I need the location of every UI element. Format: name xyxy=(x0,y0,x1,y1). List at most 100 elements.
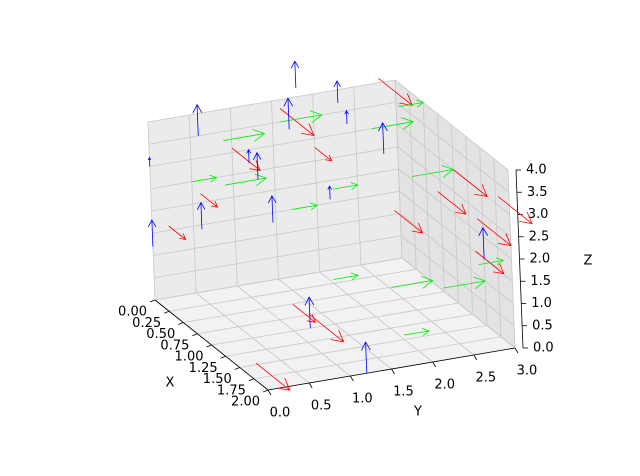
x-tick-label: 0.50 xyxy=(146,327,175,342)
arrow-shape xyxy=(304,296,315,329)
arrow xyxy=(283,97,294,130)
grid-line xyxy=(319,271,433,363)
arrow xyxy=(378,78,413,106)
grid-line xyxy=(152,190,400,234)
axis-line xyxy=(267,347,516,391)
arrow xyxy=(404,328,430,336)
arrow xyxy=(147,219,157,247)
y-tick-label: 3.0 xyxy=(517,364,538,379)
z-tick-label: 4.0 xyxy=(526,163,547,178)
arrow-shape xyxy=(361,341,371,374)
grid-line xyxy=(237,285,351,377)
arrow xyxy=(344,109,349,125)
grid-line xyxy=(397,146,511,238)
arrow xyxy=(225,173,268,187)
grid-line xyxy=(153,213,401,256)
arrow xyxy=(478,226,489,259)
arrow-shape xyxy=(168,225,187,241)
arrow-shape xyxy=(333,80,341,104)
arrow-shape xyxy=(292,202,318,211)
arrow-shape xyxy=(443,276,486,290)
arrow-shape xyxy=(453,169,488,198)
arrow xyxy=(333,272,359,281)
arrow xyxy=(398,99,425,108)
arrow-shape xyxy=(147,219,157,247)
x-tick-label: 0.00 xyxy=(118,305,147,320)
tick-mark xyxy=(391,368,395,375)
tick-mark xyxy=(473,354,478,361)
arrow xyxy=(223,129,266,142)
tick-mark xyxy=(432,361,437,368)
arrow-shape xyxy=(327,185,332,200)
tick-mark xyxy=(308,382,313,389)
x-tick-label: 0.75 xyxy=(160,338,189,353)
arrow-shape xyxy=(283,97,294,130)
arrow-shape xyxy=(378,122,388,155)
arrow xyxy=(191,174,218,183)
arrow xyxy=(476,218,512,247)
y-tick-label: 1.5 xyxy=(393,385,414,400)
x-tick-label: 1.75 xyxy=(217,383,246,398)
arrow xyxy=(371,117,415,130)
x-tick-label: 2.00 xyxy=(231,395,260,410)
z-axis-label: Z xyxy=(584,254,593,269)
arrow xyxy=(168,225,187,241)
grid-line xyxy=(360,264,475,356)
arrow-shape xyxy=(394,210,424,234)
tick-mark xyxy=(267,389,272,396)
tick-mark xyxy=(248,378,255,382)
arrow xyxy=(394,210,424,234)
arrow xyxy=(292,202,318,211)
grid-line xyxy=(278,278,392,370)
arrow xyxy=(147,156,152,167)
axis-line xyxy=(154,299,269,391)
arrow-shape xyxy=(404,328,430,336)
arrow xyxy=(290,60,300,88)
grid-line xyxy=(148,101,396,145)
arrow-shape xyxy=(246,148,251,164)
arrow xyxy=(280,110,323,123)
arrow-shape xyxy=(332,182,359,190)
arrow xyxy=(378,122,388,155)
y-tick-label: 0.0 xyxy=(270,406,291,421)
grid-line xyxy=(394,79,509,171)
arrow xyxy=(268,195,277,223)
grid-line xyxy=(195,292,310,384)
arrow xyxy=(192,103,203,136)
arrow-shape xyxy=(200,193,219,208)
z-tick-label: 1.0 xyxy=(531,296,552,311)
tick-mark xyxy=(163,310,170,314)
z-tick-label: 3.0 xyxy=(528,207,549,222)
grid-line xyxy=(395,101,510,193)
x-tick-label: 0.25 xyxy=(132,316,161,331)
y-tick-label: 2.0 xyxy=(434,378,455,393)
arrow xyxy=(443,276,486,290)
z-tick-label: 0.5 xyxy=(532,318,553,333)
tick-mark xyxy=(192,333,198,337)
grid-line xyxy=(154,257,403,301)
y-axis-label: Y xyxy=(413,405,422,420)
y-tick-label: 1.0 xyxy=(352,392,373,407)
arrow-shape xyxy=(147,156,152,167)
axis-line xyxy=(515,169,524,349)
arrow xyxy=(327,185,332,200)
arrow xyxy=(253,151,262,180)
grid-line xyxy=(398,168,512,260)
arrow-shape xyxy=(253,151,262,180)
arrow xyxy=(497,196,533,225)
y-tick-label: 2.5 xyxy=(475,371,496,386)
arrow xyxy=(314,147,333,162)
grid-line xyxy=(147,79,396,123)
grid-line xyxy=(401,257,516,349)
arrow-shape xyxy=(478,226,489,259)
z-tick-label: 1.5 xyxy=(530,274,551,289)
arrow-shape xyxy=(333,272,359,281)
arrow-shape xyxy=(476,218,512,247)
arrow-shape xyxy=(371,117,415,130)
arrow-shape xyxy=(398,99,425,108)
arrow xyxy=(246,148,251,164)
arrow-shape xyxy=(196,201,206,230)
arrow-shape xyxy=(314,147,333,162)
arrow xyxy=(437,191,467,215)
